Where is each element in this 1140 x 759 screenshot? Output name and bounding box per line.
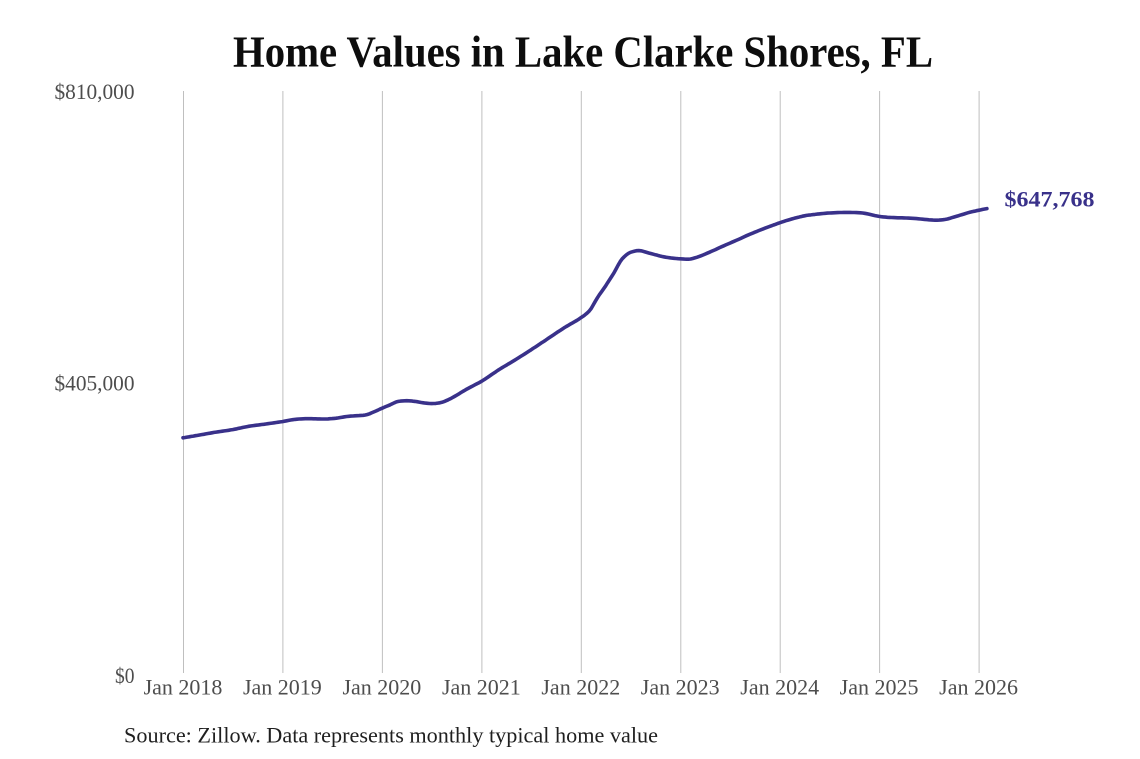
svg-text:Jan 2023: Jan 2023 xyxy=(641,675,720,700)
svg-text:Jan 2021: Jan 2021 xyxy=(442,675,521,700)
svg-text:$0: $0 xyxy=(115,663,135,688)
svg-text:$647,768: $647,768 xyxy=(1005,187,1095,212)
svg-text:Jan 2019: Jan 2019 xyxy=(243,675,322,700)
svg-text:Jan 2022: Jan 2022 xyxy=(541,675,620,700)
svg-text:Source: Zillow. Data represent: Source: Zillow. Data represents monthly … xyxy=(124,723,658,748)
svg-text:Jan 2026: Jan 2026 xyxy=(939,675,1018,700)
svg-text:Home Values in Lake Clarke Sho: Home Values in Lake Clarke Shores, FL xyxy=(233,28,933,77)
svg-text:$810,000: $810,000 xyxy=(55,79,135,104)
svg-text:$405,000: $405,000 xyxy=(55,371,135,396)
svg-text:Jan 2024: Jan 2024 xyxy=(740,675,819,700)
svg-text:Jan 2025: Jan 2025 xyxy=(840,675,919,700)
svg-text:Jan 2020: Jan 2020 xyxy=(342,675,421,700)
svg-text:Jan 2018: Jan 2018 xyxy=(144,675,223,700)
